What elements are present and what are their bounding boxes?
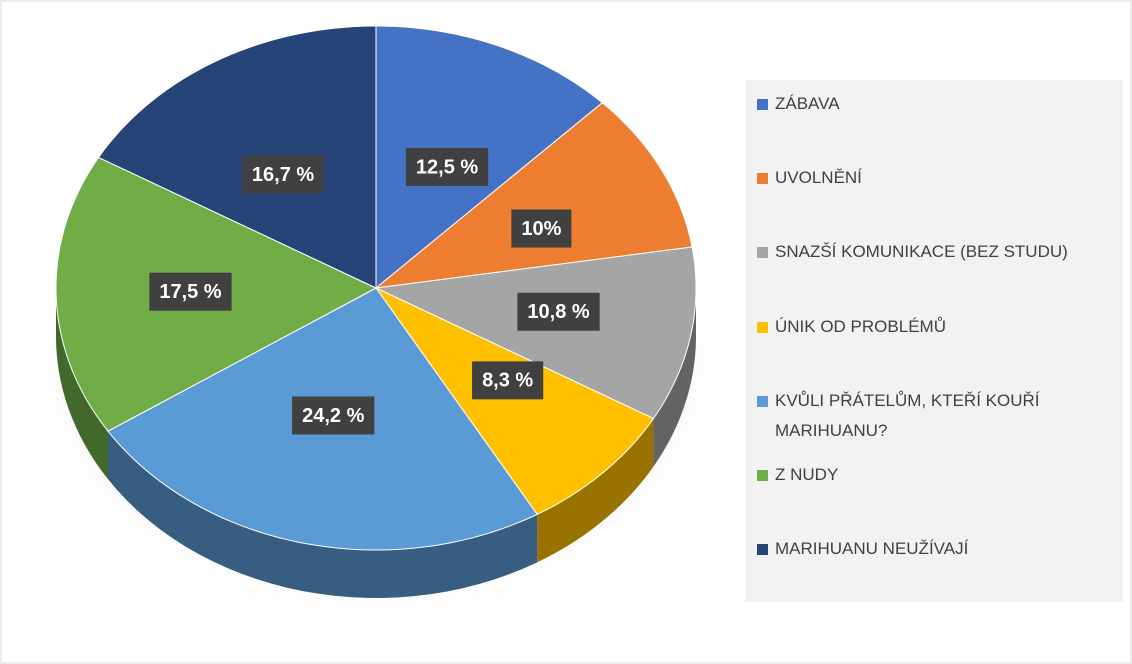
legend-label: MARIHUANU NEUŽÍVAJÍ — [775, 539, 969, 559]
label-box — [517, 292, 600, 331]
legend: ZÁBAVA UVOLNĚNÍ SNAZŠÍ KOMUNIKACE (BEZ STU… — [745, 80, 1123, 602]
value-label: 10% — [521, 218, 561, 240]
value-label: 12,5 % — [416, 156, 478, 178]
slice — [97, 25, 377, 289]
value-label: 10,8 % — [527, 301, 589, 323]
label-box — [405, 147, 489, 186]
slice-side — [537, 418, 654, 563]
legend-label: UVOLNĚNÍ — [775, 168, 862, 188]
legend-label: ZÁBAVA — [775, 94, 840, 113]
value-label: 17,5 % — [159, 281, 221, 303]
label-box — [511, 209, 572, 248]
slice-side — [653, 288, 696, 467]
legend-swatch — [757, 544, 768, 556]
value-label: 16,7 % — [252, 164, 314, 186]
slice-side — [107, 431, 538, 598]
data-label: 10% — [511, 209, 572, 248]
label-box — [149, 272, 232, 311]
label-box — [292, 396, 375, 435]
legend-label: ÚNIK OD PROBLÉMŮ — [775, 316, 946, 336]
data-label: 10,8 % — [517, 292, 600, 331]
data-label: 16,7 % — [241, 155, 325, 194]
label-box — [472, 361, 544, 400]
legend-label: Z NUDY — [775, 465, 839, 484]
slice — [374, 246, 697, 420]
legend-swatch — [757, 470, 768, 481]
slice — [375, 25, 604, 290]
data-label: 12,5 % — [405, 147, 489, 186]
legend-swatch — [757, 99, 768, 110]
slice — [374, 102, 693, 289]
legend-swatch — [757, 173, 768, 185]
legend-label: KVŮLI PŘÁTELŮM, KTEŘÍ KOUŘÍ MARIHUANU? — [775, 390, 1040, 440]
legend-swatch — [757, 247, 768, 259]
slice-side — [56, 288, 108, 480]
value-label: 8,3 % — [482, 370, 533, 392]
legend-swatch — [757, 395, 768, 407]
legend-label: SNAZŠÍ KOMUNIKACE (BEZ STUDU) — [775, 242, 1068, 262]
data-label: 8,3 % — [472, 361, 544, 400]
slice — [374, 286, 655, 515]
data-label: 24,2 % — [292, 396, 375, 435]
legend-swatch — [757, 321, 768, 333]
data-label: 17,5 % — [149, 272, 232, 311]
label-box — [241, 155, 325, 194]
value-label: 24,2 % — [302, 405, 364, 427]
